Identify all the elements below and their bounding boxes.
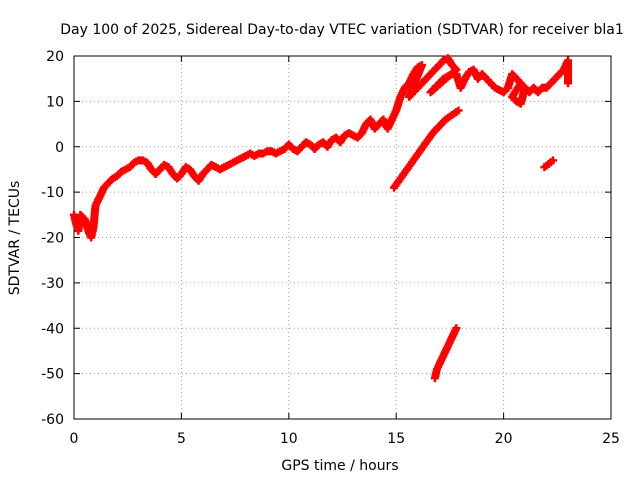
y-tick-label: -20 (41, 231, 64, 247)
y-tick-label: 10 (46, 94, 64, 110)
data-points (70, 54, 573, 383)
y-tick-label: -10 (41, 185, 64, 201)
x-tick-label: 25 (602, 431, 620, 447)
y-tick-label: -50 (41, 367, 64, 383)
x-tick-label: 20 (495, 431, 513, 447)
y-tick-label: 0 (55, 140, 64, 156)
y-tick-label: 20 (46, 49, 64, 65)
x-tick-label: 5 (177, 431, 186, 447)
y-axis-label: SDTVAR / TECUs (7, 181, 23, 296)
data-point (549, 156, 558, 165)
chart-title: Day 100 of 2025, Sidereal Day-to-day VTE… (60, 22, 623, 38)
data-point (454, 106, 463, 115)
x-tick-label: 0 (70, 431, 79, 447)
data-point (564, 79, 573, 88)
x-axis-label: GPS time / hours (281, 458, 398, 474)
axis-ticks: 0 5 10 15 20 25 -60 -50 -40 -30 -20 -10 0 10 20 (41, 49, 620, 447)
data-point (452, 324, 461, 333)
y-tick-label: -60 (41, 412, 64, 428)
y-tick-label: -40 (41, 321, 64, 337)
grid-lines (74, 56, 611, 419)
x-tick-label: 10 (280, 431, 298, 447)
x-tick-label: 15 (387, 431, 405, 447)
y-tick-label: -30 (41, 276, 64, 292)
